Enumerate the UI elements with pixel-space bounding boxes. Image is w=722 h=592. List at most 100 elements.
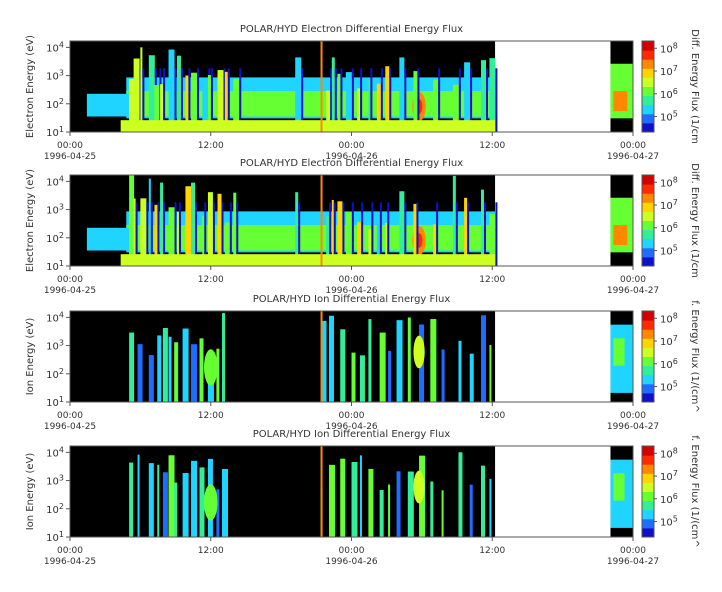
y-tick-label: 104 <box>46 310 64 324</box>
flux-column <box>182 328 189 402</box>
flux-column <box>464 197 468 266</box>
flux-column <box>376 224 380 266</box>
flux-region <box>126 225 496 251</box>
panel-title: POLAR/HYD Electron Differential Energy F… <box>240 158 463 169</box>
flux-column <box>239 68 242 132</box>
colorbar: 105 106 107 108 Diff. Energy Flux (1/cm <box>641 163 700 278</box>
x-tick-time-label: 00:00 <box>620 275 646 285</box>
flux-column <box>333 202 336 266</box>
colorbar-label: Diff. Energy Flux (1/cm <box>689 163 700 278</box>
colorbar-segment <box>642 464 654 474</box>
flux-region <box>613 473 625 501</box>
flux-column <box>157 464 160 537</box>
flux-column <box>340 329 346 402</box>
flux-column <box>469 484 473 537</box>
flux-column <box>150 202 153 266</box>
flux-region <box>613 91 628 112</box>
flux-column <box>221 202 224 266</box>
flux-column <box>404 68 407 132</box>
flux-column <box>202 86 209 132</box>
flux-column <box>154 204 158 266</box>
colorbar-label: f. Energy Flux (1/(cm^ <box>689 435 700 547</box>
flux-column <box>328 315 334 402</box>
colorbar-segment <box>642 95 654 106</box>
colorbar-segment <box>642 256 654 267</box>
flux-column <box>441 490 444 537</box>
flux-column <box>467 202 470 266</box>
x-tick-date-label: 1996-04-26 <box>325 422 378 432</box>
flux-column <box>295 57 302 132</box>
flux-column <box>129 175 135 266</box>
y-tick-label: 101 <box>46 530 64 544</box>
flux-column <box>385 66 390 132</box>
flux-column <box>368 468 374 537</box>
colorbar-segment <box>642 509 654 520</box>
x-tick-time-label: 00:00 <box>620 411 646 421</box>
flux-spike <box>320 446 323 537</box>
flux-column <box>298 202 301 266</box>
panel-title: POLAR/HYD Electron Differential Energy F… <box>240 24 463 35</box>
colorbar-tick-label: 106 <box>660 357 678 371</box>
colorbar-segment <box>642 184 654 194</box>
flux-region <box>86 227 132 251</box>
colorbar-tick-label: 107 <box>660 198 678 212</box>
flux-column <box>162 327 168 402</box>
flux-column <box>379 490 384 537</box>
flux-column <box>351 202 354 266</box>
colorbar-segment <box>642 229 654 240</box>
flux-column <box>417 68 420 132</box>
flux-column <box>337 73 341 132</box>
flux-column <box>163 202 166 266</box>
flux-column <box>216 348 220 402</box>
flux-column <box>129 78 135 132</box>
flux-column <box>351 462 358 537</box>
x-tick-time-label: 00:00 <box>57 275 83 285</box>
flux-column <box>129 462 134 537</box>
y-tick-label: 104 <box>46 40 64 54</box>
colorbar-tick-label: 105 <box>660 380 678 394</box>
colorbar-segment <box>642 482 654 492</box>
x-tick-time-label: 00:00 <box>339 275 365 285</box>
flux-column <box>396 471 401 537</box>
colorbar: 105 106 107 108 f. Energy Flux (1/(cm^ <box>641 435 700 548</box>
flux-column <box>331 199 334 266</box>
flux-column <box>351 68 354 132</box>
colorbar-tick-label: 106 <box>660 87 678 101</box>
flux-column <box>485 68 488 132</box>
flux-column <box>148 463 154 537</box>
flux-column <box>174 342 179 402</box>
flux-column <box>404 202 407 266</box>
colorbar-segment <box>642 518 654 529</box>
flux-column <box>140 198 147 266</box>
flux-column <box>430 481 434 537</box>
flux-column <box>157 202 160 266</box>
flux-column <box>163 68 166 132</box>
colorbar-tick-label: 106 <box>660 492 678 506</box>
flux-column <box>396 320 403 402</box>
flux-column <box>168 336 172 402</box>
flux-column <box>331 57 335 132</box>
flux-column <box>148 55 155 132</box>
flux-column <box>210 68 213 132</box>
x-tick-date-label: 1996-04-27 <box>607 557 659 567</box>
colorbar-tick-label: 107 <box>660 334 678 348</box>
colorbar-segment <box>642 41 654 51</box>
flux-column <box>389 68 392 132</box>
flux-column <box>137 454 140 537</box>
flux-column <box>337 201 343 266</box>
flux-column <box>329 202 332 266</box>
flux-column <box>357 222 362 266</box>
flux-column <box>388 484 391 537</box>
colorbar-segment <box>642 113 654 124</box>
flux-column <box>199 467 205 537</box>
flux-column <box>433 224 437 266</box>
y-tick-label: 103 <box>46 203 64 217</box>
flux-column <box>438 68 441 132</box>
colorbar-tick-label: 108 <box>660 41 678 55</box>
y-tick-label: 103 <box>46 339 64 353</box>
flux-column <box>229 202 232 266</box>
flux-column <box>224 222 230 266</box>
flux-column <box>360 68 363 132</box>
flux-column <box>202 215 205 266</box>
flux-column <box>216 489 220 537</box>
